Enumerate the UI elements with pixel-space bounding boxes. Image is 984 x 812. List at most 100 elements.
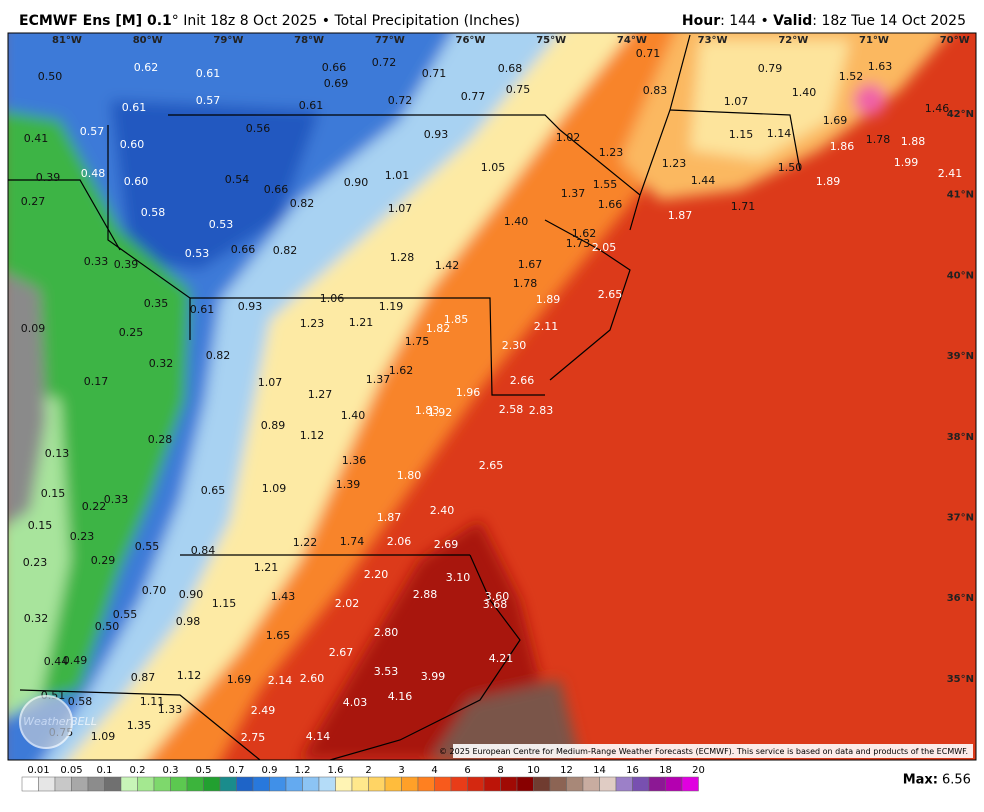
point-value: 0.93: [424, 128, 449, 141]
legend-swatch: [632, 776, 650, 792]
point-value: 1.89: [816, 175, 841, 188]
longitude-label: 74°W: [617, 35, 647, 46]
point-value: 1.40: [341, 409, 366, 422]
point-value: 3.99: [421, 670, 446, 683]
legend-swatch: [285, 776, 303, 792]
point-value: 1.12: [177, 669, 202, 682]
point-value: 1.40: [504, 215, 529, 228]
point-value: 1.87: [668, 209, 693, 222]
legend-swatch: [104, 776, 122, 792]
point-value: 0.54: [225, 173, 250, 186]
point-value: 0.39: [36, 171, 61, 184]
legend-swatch: [71, 776, 89, 792]
legend-swatch: [219, 776, 237, 792]
point-value: 0.65: [201, 484, 226, 497]
title: ECMWF Ens [M] 0.1° Init 18z 8 Oct 2025 •…: [19, 13, 520, 29]
point-value: 1.21: [349, 316, 374, 329]
point-value: 1.87: [377, 511, 402, 524]
legend-label: 0.01: [27, 765, 49, 776]
point-value: 0.61: [122, 101, 147, 114]
longitude-label: 70°W: [940, 35, 970, 46]
point-value: 0.68: [498, 62, 523, 75]
point-value: 2.40: [430, 504, 455, 517]
point-value: 2.41: [938, 167, 963, 180]
legend-label: 4: [431, 765, 437, 776]
legend-swatch: [302, 776, 320, 792]
point-value: 1.82: [426, 322, 451, 335]
point-value: 0.55: [113, 608, 138, 621]
point-value: 4.21: [489, 652, 514, 665]
point-value: 0.71: [422, 67, 447, 80]
point-value: 3.60: [485, 590, 510, 603]
point-value: 1.15: [729, 128, 754, 141]
hour-label: Hour: [682, 13, 720, 29]
longitude-label: 77°W: [375, 35, 405, 46]
point-value: 1.05: [481, 161, 506, 174]
point-value: 1.27: [308, 388, 333, 401]
legend-label: 18: [659, 765, 672, 776]
point-value: 0.58: [68, 695, 93, 708]
point-value: 1.62: [572, 227, 597, 240]
legend-swatch: [269, 776, 287, 792]
point-value: 1.15: [212, 597, 237, 610]
legend-swatch: [38, 776, 56, 792]
point-value: 0.32: [24, 612, 49, 625]
point-value: 4.16: [388, 690, 413, 703]
point-value: 0.58: [141, 206, 166, 219]
point-value: 1.86: [830, 140, 855, 153]
legend-swatch: [566, 776, 584, 792]
point-value: 0.39: [114, 258, 139, 271]
point-value: 1.63: [868, 60, 893, 73]
point-value: 0.66: [264, 183, 289, 196]
point-value: 1.36: [342, 454, 367, 467]
point-value: 0.50: [95, 620, 120, 633]
title-rest: ° Init 18z 8 Oct 2025 • Total Precipitat…: [172, 13, 520, 29]
point-value: 0.90: [344, 176, 369, 189]
legend-swatch: [54, 776, 72, 792]
latitude-label: 37°N: [947, 513, 974, 524]
point-value: 0.15: [41, 487, 66, 500]
legend-swatch: [582, 776, 600, 792]
longitude-label: 79°W: [213, 35, 243, 46]
legend-label: 3: [398, 765, 404, 776]
point-value: 1.37: [366, 373, 391, 386]
point-value: 1.74: [340, 535, 365, 548]
point-value: 2.11: [534, 320, 559, 333]
point-value: 3.68: [483, 598, 508, 611]
point-value: 0.60: [120, 138, 145, 151]
point-value: 0.61: [190, 303, 215, 316]
point-value: 1.39: [336, 478, 361, 491]
point-value: 2.05: [592, 241, 617, 254]
point-value: 1.35: [127, 719, 152, 732]
point-value: 0.29: [91, 554, 116, 567]
point-value: 1.01: [385, 169, 410, 182]
point-value: 1.75: [405, 335, 430, 348]
legend-label: 20: [692, 765, 705, 776]
point-value: 1.07: [258, 376, 283, 389]
point-value: 1.69: [823, 114, 848, 127]
point-value: 1.50: [778, 161, 803, 174]
point-value: 1.73: [566, 237, 591, 250]
legend-label: 16: [626, 765, 639, 776]
longitude-label: 73°W: [698, 35, 728, 46]
point-value: 0.60: [124, 175, 149, 188]
point-value: 1.67: [518, 258, 543, 271]
point-value: 0.71: [636, 47, 661, 60]
legend-swatch: [186, 776, 204, 792]
latitude-label: 40°N: [947, 270, 974, 281]
point-value: 0.32: [149, 357, 174, 370]
legend-label: 0.05: [60, 765, 82, 776]
point-value: 3.53: [374, 665, 399, 678]
point-value: 1.11: [140, 695, 165, 708]
point-value: 2.60: [300, 672, 325, 685]
point-value: 1.96: [456, 386, 481, 399]
valid-info: Hour: 144 • Valid: 18z Tue 14 Oct 2025: [682, 13, 966, 29]
longitude-label: 75°W: [536, 35, 566, 46]
point-value: 0.53: [185, 247, 210, 260]
point-value: 1.33: [158, 703, 183, 716]
legend-label: 1.2: [295, 765, 311, 776]
point-value: 1.99: [894, 156, 919, 169]
point-value: 0.89: [261, 419, 286, 432]
legend-swatch: [120, 776, 138, 792]
